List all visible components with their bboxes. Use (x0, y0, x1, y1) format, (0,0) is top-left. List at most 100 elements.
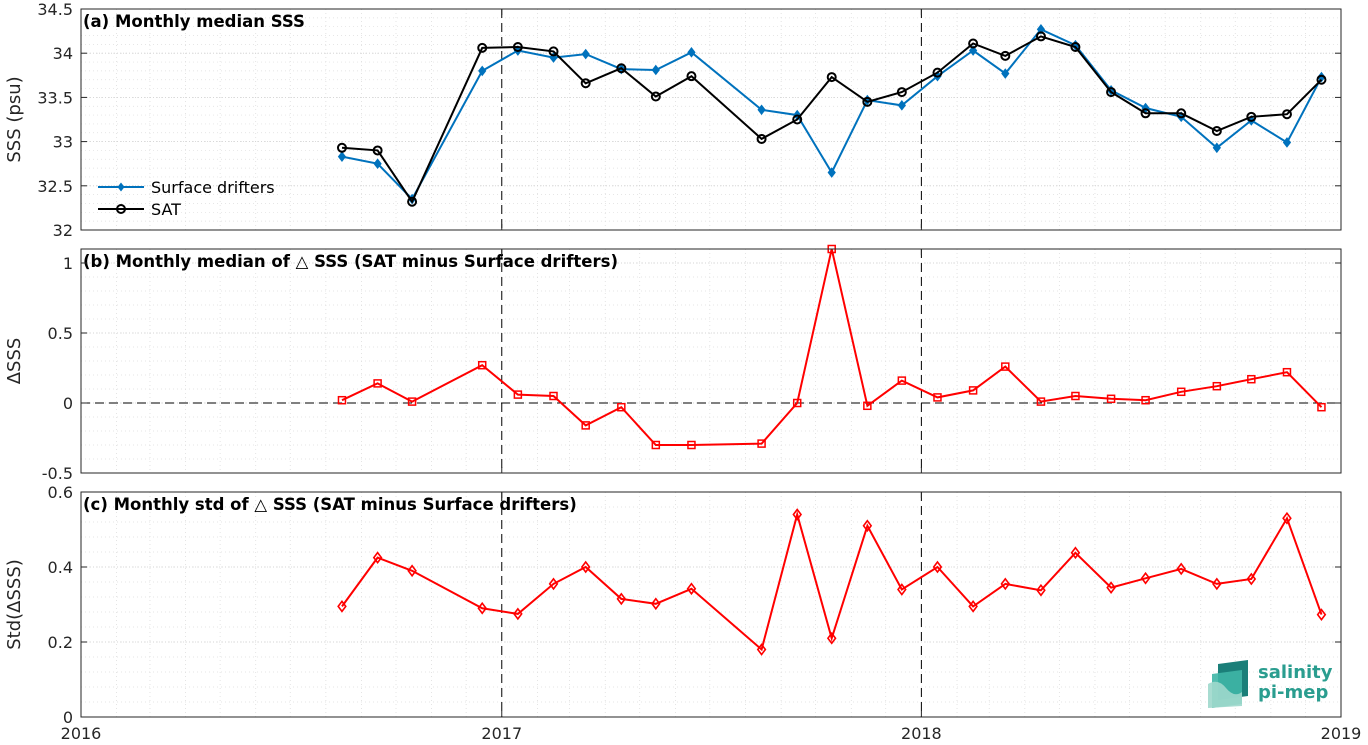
panel-a-series-0-point (968, 45, 978, 56)
panel-b-series-0-point (581, 421, 590, 430)
panel-b-series-0-point (477, 360, 487, 370)
panel-c-series-0-point (337, 600, 347, 613)
panel-c-series-0-point (932, 560, 943, 574)
panel-a-series-1-point (1035, 31, 1046, 42)
xtick-label: 2017 (481, 724, 522, 743)
panel-a-series-1-point (580, 78, 591, 89)
panel-a-series-1-point (1211, 125, 1222, 136)
panel-c-series-0-point (1176, 562, 1187, 576)
panel-a-ytick-label: 33 (53, 133, 73, 152)
legend: Surface drifters SAT (98, 178, 275, 219)
panel-b-series-0-point (933, 393, 942, 402)
panel-b-ytick-label: 1 (63, 254, 73, 273)
panel-a-series-0-point (1001, 68, 1010, 79)
panel-a-series-1-point (792, 114, 803, 125)
panel-b-series-0-point (968, 386, 978, 395)
panel-a-ytick-label: 32.5 (37, 177, 73, 196)
panel-a-series-1-point (1070, 42, 1081, 53)
panel-c-series-0-point (792, 508, 803, 521)
panel-b-series-0-point (513, 390, 523, 399)
panel-a-series-0-point (757, 104, 766, 116)
legend-marker-drifters (117, 182, 125, 192)
panel-c-series-0-point (968, 600, 978, 613)
panel-b-series-0-point (407, 397, 417, 406)
panel-c-series-0-point (477, 601, 488, 615)
panel-a-ytick-label: 34 (53, 44, 73, 63)
panel-a-series-1-point (862, 96, 873, 107)
panel-c-series-0-line (341, 510, 1323, 652)
legend-label-sat: SAT (151, 200, 181, 219)
panel-b-series-0-point (549, 391, 558, 401)
panel-a-series-1-point (1246, 111, 1257, 122)
panel-a-series-1-point (372, 145, 383, 156)
panel-b-series-0-point (337, 395, 347, 405)
panel-b-series-0-point (863, 401, 872, 411)
panel-a-series-1-point (1281, 109, 1292, 120)
panel-a-series-0-point (897, 100, 906, 111)
panel-a-title: (a) Monthly median SSS (83, 12, 305, 31)
panel-a-series-0-point (337, 151, 347, 162)
panel-b-series-0-point (651, 440, 661, 450)
panel-b-series-0-point (757, 439, 766, 448)
panel-b-ylabel: ΔSSS (4, 338, 25, 385)
panel-c-ylabel: Std(ΔSSS) (4, 559, 25, 650)
panel-a-series-1-point (1176, 108, 1187, 119)
salinity-pi-mep-logo: salinity pi-mep (1208, 660, 1333, 708)
panel-c-series-0-point (580, 560, 591, 574)
panel-c-series-0-point (686, 582, 697, 596)
panel-a-series-0-point (373, 158, 382, 170)
panel-a-series-1-point (407, 196, 418, 207)
panel-c-series-0-point (1246, 572, 1257, 586)
panel-c-series-0-point (1212, 577, 1222, 591)
panel-a-series-0-point (827, 167, 836, 178)
panel-b-series-0-point (792, 398, 802, 408)
panel-a-series-0-point (1036, 24, 1046, 35)
panel-a-series-1-point (686, 71, 697, 82)
panel-c-series-0-point (513, 607, 523, 621)
logo-line2: pi-mep (1258, 682, 1328, 703)
panel-a-series-0-point (651, 64, 660, 76)
panel-a-series-1-point (1316, 74, 1327, 85)
panel-c-series-0-point (1070, 546, 1081, 560)
panel-b-ytick-label: 0.5 (48, 324, 73, 343)
panel-c-title: (c) Monthly std of △ SSS (SAT minus Surf… (83, 495, 577, 514)
logo-line1: salinity (1258, 662, 1333, 683)
panel-a-ytick-label: 34.5 (37, 0, 73, 19)
panel-b-series-0-point (1176, 387, 1186, 397)
panel-c-series-0-point (548, 577, 559, 591)
panel-a-series-1-point (1000, 50, 1011, 61)
xtick-label: 2019 (1321, 724, 1362, 743)
panel-a-series-1-line (341, 35, 1323, 204)
panel-c-series-0-point (1000, 577, 1011, 591)
panel-a: (a) Monthly median SSS SSS (psu) Surface… (4, 0, 1342, 240)
legend-marker-sat (116, 204, 126, 214)
panel-b-series-0-point (1001, 362, 1010, 371)
panel-c-ytick-label: 0.4 (48, 558, 73, 577)
panel-c-series-0-point (756, 643, 767, 656)
panel-c: (c) Monthly std of △ SSS (SAT minus Surf… (4, 483, 1342, 727)
panel-c-series-0-point (372, 551, 383, 564)
panel-c-ytick-label: 0.2 (48, 633, 73, 652)
panel-b-series-0-point (687, 440, 696, 450)
panel-a-series-1-point (336, 142, 347, 153)
panel-a-series-1-point (932, 67, 943, 78)
panel-c-series-0-point (651, 597, 661, 611)
panel-c-series-0-point (862, 519, 873, 533)
panel-b-title: (b) Monthly median of △ SSS (SAT minus S… (83, 252, 618, 271)
panel-b: (b) Monthly median of △ SSS (SAT minus S… (4, 244, 1342, 483)
panel-b-series-0-point (1071, 391, 1080, 401)
panel-c-series-0-point (897, 583, 907, 596)
panel-c-series-0-point (826, 631, 837, 645)
panel-a-series-1-point (896, 87, 907, 98)
panel-c-series-0-point (1140, 571, 1151, 585)
panel-a-series-1-point (826, 72, 837, 83)
panel-a-series-1-point (616, 63, 627, 74)
panel-a-series-0-point (687, 47, 696, 58)
panel-b-series-0-point (1282, 367, 1292, 377)
panel-a-series-0-point (1282, 137, 1292, 148)
panel-a-series-1-point (968, 38, 979, 49)
panel-c-series-0-point (1282, 511, 1292, 525)
panel-b-series-0-point (1036, 397, 1046, 406)
panel-b-series-0-point (1212, 381, 1222, 391)
